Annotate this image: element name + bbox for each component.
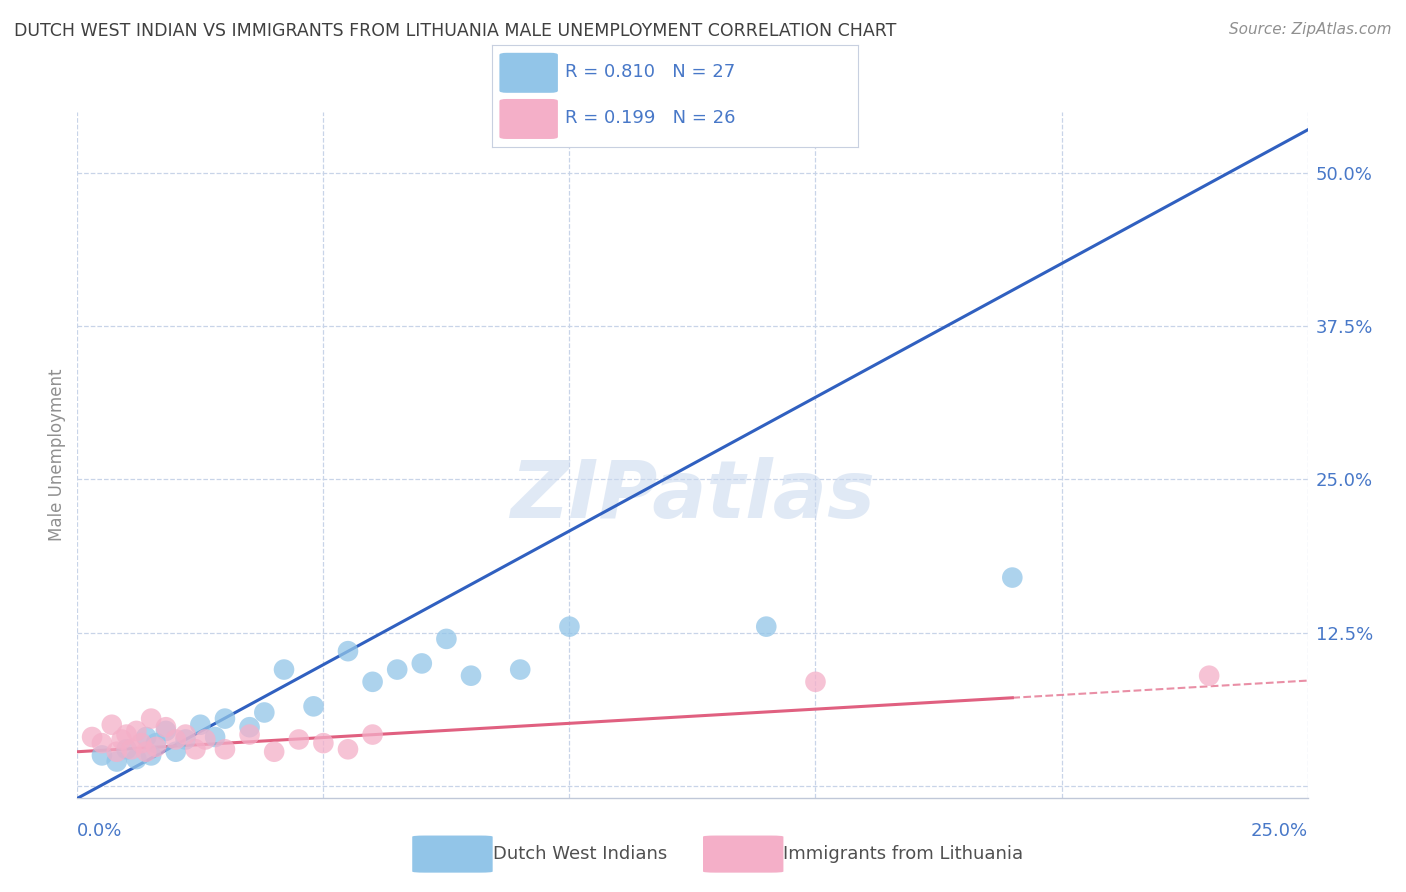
Point — [194, 732, 217, 747]
Point — [82, 730, 104, 744]
Point — [214, 742, 236, 756]
Text: 0.0%: 0.0% — [77, 822, 122, 840]
Point — [125, 723, 148, 738]
Point — [558, 619, 581, 633]
Point — [135, 745, 157, 759]
Point — [385, 663, 409, 677]
Point — [302, 699, 325, 714]
Point — [361, 674, 384, 689]
Point — [121, 742, 143, 756]
Point — [90, 736, 114, 750]
FancyBboxPatch shape — [412, 836, 492, 872]
FancyBboxPatch shape — [499, 99, 558, 139]
Point — [263, 745, 285, 759]
Point — [436, 632, 458, 646]
Point — [155, 720, 177, 734]
Point — [755, 619, 778, 633]
Point — [1198, 669, 1220, 683]
Point — [125, 752, 148, 766]
Point — [174, 732, 197, 747]
Text: Dutch West Indians: Dutch West Indians — [492, 845, 666, 863]
Point — [337, 644, 360, 658]
Point — [174, 728, 197, 742]
Text: ZIPatlas: ZIPatlas — [510, 457, 875, 535]
Point — [111, 732, 132, 747]
Point — [204, 730, 226, 744]
Point — [90, 748, 114, 763]
Point — [101, 717, 124, 731]
Text: 25.0%: 25.0% — [1250, 822, 1308, 840]
Point — [145, 739, 167, 754]
Point — [460, 669, 482, 683]
Point — [804, 674, 827, 689]
Point — [115, 742, 138, 756]
Point — [1001, 571, 1024, 585]
Text: R = 0.810   N = 27: R = 0.810 N = 27 — [565, 63, 735, 81]
Point — [214, 712, 236, 726]
Point — [361, 728, 384, 742]
FancyBboxPatch shape — [703, 836, 783, 872]
Point — [165, 745, 187, 759]
Point — [145, 736, 167, 750]
Point — [129, 736, 153, 750]
Point — [135, 730, 157, 744]
Y-axis label: Male Unemployment: Male Unemployment — [48, 368, 66, 541]
Point — [509, 663, 531, 677]
Point — [155, 723, 177, 738]
Point — [288, 732, 311, 747]
Point — [141, 748, 163, 763]
Point — [239, 720, 262, 734]
Point — [273, 663, 295, 677]
Text: Immigrants from Lithuania: Immigrants from Lithuania — [783, 845, 1024, 863]
Text: Source: ZipAtlas.com: Source: ZipAtlas.com — [1229, 22, 1392, 37]
Point — [337, 742, 360, 756]
Point — [239, 728, 262, 742]
Point — [115, 728, 138, 742]
Text: DUTCH WEST INDIAN VS IMMIGRANTS FROM LITHUANIA MALE UNEMPLOYMENT CORRELATION CHA: DUTCH WEST INDIAN VS IMMIGRANTS FROM LIT… — [14, 22, 897, 40]
Point — [312, 736, 335, 750]
Point — [105, 745, 128, 759]
Point — [141, 712, 163, 726]
Point — [105, 755, 128, 769]
Point — [184, 742, 207, 756]
Point — [411, 657, 433, 671]
FancyBboxPatch shape — [499, 53, 558, 93]
Point — [165, 732, 187, 747]
Text: R = 0.199   N = 26: R = 0.199 N = 26 — [565, 110, 735, 128]
Point — [253, 706, 276, 720]
Point — [188, 717, 212, 731]
